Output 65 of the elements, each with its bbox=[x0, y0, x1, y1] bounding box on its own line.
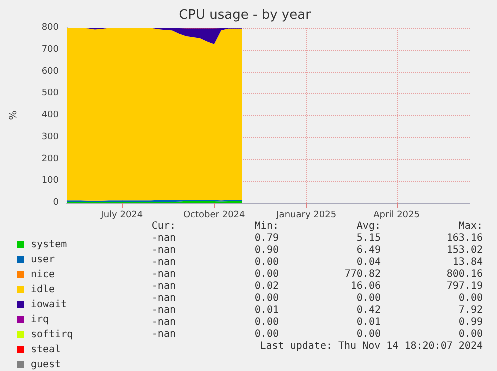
text: 770.82 bbox=[344, 269, 381, 280]
text: 5.15 bbox=[356, 233, 381, 244]
text: 6.49 bbox=[356, 245, 381, 256]
y-tick-label: 800 bbox=[42, 23, 60, 33]
legend-label: nice bbox=[31, 270, 56, 280]
legend-label: steal bbox=[31, 344, 62, 356]
y-tick-label: 100 bbox=[42, 176, 60, 186]
text: 0.02 bbox=[254, 281, 279, 292]
text: 0.00 bbox=[254, 293, 279, 304]
legend-label: iowait bbox=[31, 300, 68, 310]
text: -nan bbox=[152, 329, 176, 340]
x-tick-label: July 2024 bbox=[100, 210, 144, 220]
text: 0.01 bbox=[254, 305, 279, 316]
text: -nan bbox=[150, 281, 176, 292]
text: Cur: bbox=[150, 221, 176, 232]
legend-label: guest bbox=[31, 360, 62, 370]
y-tick-label: 500 bbox=[42, 88, 60, 99]
x-tick-label: October 2024 bbox=[183, 210, 246, 220]
text: Max: bbox=[458, 221, 483, 232]
text: Avg: bbox=[356, 221, 381, 232]
chart-title: CPU usage - by year bbox=[179, 8, 312, 23]
y-tick-label: 0 bbox=[53, 198, 60, 208]
text: 0.99 bbox=[458, 317, 483, 328]
text: 0.04 bbox=[356, 257, 381, 268]
text: -nan bbox=[150, 245, 176, 256]
y-tick-label: 200 bbox=[42, 154, 60, 164]
text: -nan bbox=[150, 305, 176, 316]
text: -nan bbox=[150, 293, 176, 304]
text: 0.90 bbox=[254, 245, 279, 256]
text: 797.19 bbox=[446, 281, 483, 292]
legend-label: idle bbox=[31, 284, 56, 296]
legend-label: softirq bbox=[31, 330, 74, 340]
text: 0.00 bbox=[356, 293, 381, 304]
x-tick-label: April 2025 bbox=[374, 210, 420, 220]
text: 7.92 bbox=[458, 305, 483, 316]
y-tick-label: 700 bbox=[42, 44, 60, 55]
legend-label: user bbox=[31, 254, 56, 266]
text: -nan bbox=[150, 257, 176, 268]
text: 16.06 bbox=[350, 281, 381, 292]
y-tick-label: 400 bbox=[42, 110, 60, 120]
x-tick-label: January 2025 bbox=[276, 210, 337, 220]
text: 0.00 bbox=[254, 317, 279, 328]
text: 0.42 bbox=[356, 305, 381, 316]
text: 0.79 bbox=[254, 233, 279, 244]
y-axis-title: % bbox=[8, 110, 20, 120]
text: 800.16 bbox=[446, 269, 483, 280]
text: 0.00 bbox=[254, 269, 279, 280]
text: 0.00 bbox=[356, 329, 381, 340]
text: -nan bbox=[150, 317, 176, 328]
text: 13.84 bbox=[452, 257, 483, 268]
text: 0.01 bbox=[356, 317, 381, 328]
text: 0.00 bbox=[458, 293, 483, 304]
text: 163.16 bbox=[446, 233, 483, 244]
text: 0.00 bbox=[254, 329, 279, 340]
text: Last update: Thu Nov 14 18:20:07 2024 bbox=[259, 341, 483, 352]
y-tick-label: 600 bbox=[42, 66, 60, 77]
legend-label: system bbox=[31, 240, 68, 250]
legend-label: irq bbox=[31, 314, 50, 326]
text: 0.00 bbox=[458, 329, 483, 340]
y-tick-label: 300 bbox=[42, 132, 60, 142]
text: -nan bbox=[150, 269, 176, 280]
text: 0.00 bbox=[254, 257, 279, 268]
text: 153.02 bbox=[446, 245, 483, 256]
text: -nan bbox=[150, 233, 176, 244]
text: Min: bbox=[254, 221, 279, 232]
